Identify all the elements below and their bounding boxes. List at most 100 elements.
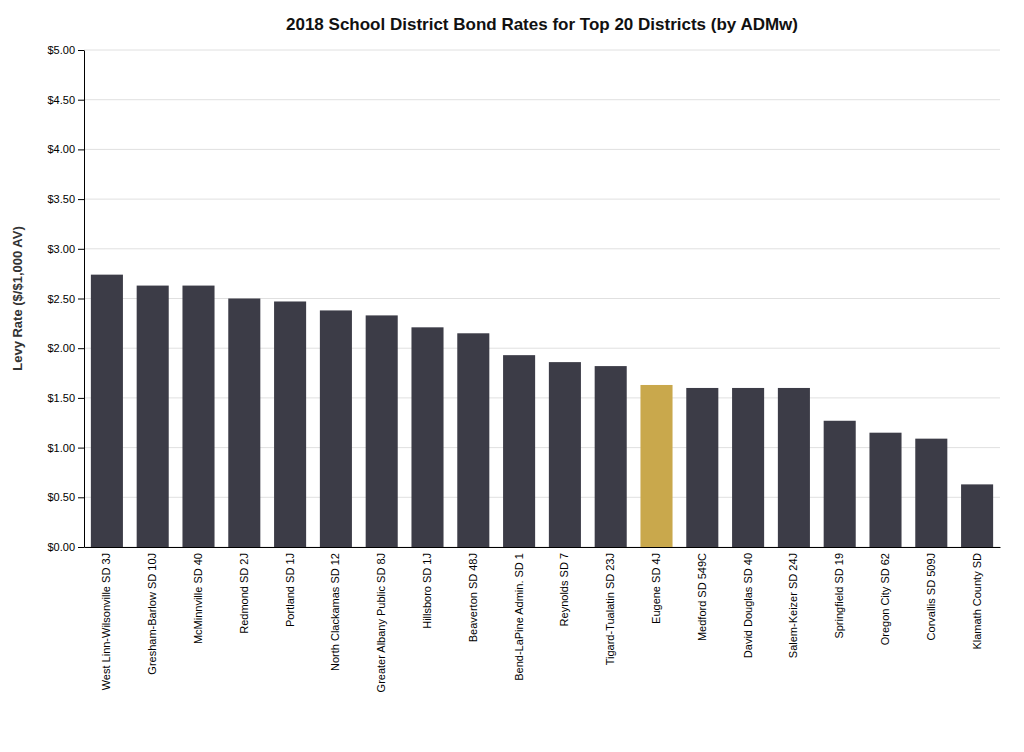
bar <box>274 301 306 547</box>
tick: Tigard-Tualatin SD 23J <box>604 553 616 665</box>
tick-mark <box>78 299 84 300</box>
tick: Salem-Keizer SD 24J <box>787 553 799 658</box>
bar <box>503 355 535 547</box>
bar <box>824 421 856 547</box>
axis-title: Levy Rate ($/$1,000 AV) <box>10 226 25 371</box>
tick-label: $1.50 <box>47 392 75 404</box>
tick-label: $4.00 <box>47 143 75 155</box>
grid-line <box>84 199 1000 200</box>
tick-mark <box>78 50 84 51</box>
tick-label: $3.50 <box>47 193 75 205</box>
tick-label: $2.00 <box>47 342 75 354</box>
grid-line <box>84 99 1000 100</box>
tick-label: $3.00 <box>47 243 75 255</box>
tick: McMinnville SD 40 <box>192 553 204 644</box>
tick-mark <box>78 448 84 449</box>
tick-label: $2.50 <box>47 293 75 305</box>
tick: North Clackamas SD 12 <box>329 553 341 671</box>
tick-label: Redmond SD 2J <box>238 553 250 634</box>
grid-line <box>84 447 1000 448</box>
bar <box>137 286 169 547</box>
tick: Hillsboro SD 1J <box>421 553 433 629</box>
bar <box>869 433 901 547</box>
axis-line <box>84 51 85 548</box>
tick-label: Medford SD 549C <box>696 553 708 641</box>
x-axis: West Linn-Wilsonville SD 3JGresham-Barlo… <box>85 548 1001 693</box>
tick-label: $0.50 <box>47 491 75 503</box>
tick-label: Salem-Keizer SD 24J <box>787 553 799 658</box>
tick: Klamath County SD <box>971 553 983 650</box>
bar <box>549 362 581 547</box>
grid-line <box>84 298 1000 299</box>
tick-label: $1.00 <box>47 442 75 454</box>
tick-mark <box>78 249 84 250</box>
axis-line <box>85 547 1001 548</box>
y-axis: $0.00 $0.50 $1.00 $1.50 $2.00 $2.50 $3.00 $3.50… <box>47 44 84 553</box>
bar <box>595 366 627 547</box>
tick: $3.50 <box>47 193 84 205</box>
grid-line <box>84 497 1000 498</box>
tick-label: North Clackamas SD 12 <box>329 553 341 671</box>
tick-label: McMinnville SD 40 <box>192 553 204 644</box>
bar <box>961 484 993 547</box>
grid-line <box>84 248 1000 249</box>
tick: Portland SD 1J <box>284 553 296 627</box>
tick: $1.50 <box>47 392 84 404</box>
grid-line <box>84 547 1000 548</box>
bar <box>91 275 123 547</box>
bar <box>457 333 489 547</box>
tick: Corvallis SD 509J <box>925 553 937 640</box>
tick-label: Eugene SD 4J <box>650 553 662 624</box>
tick-label: Greater Albany Public SD 8J <box>375 553 387 692</box>
tick: $1.00 <box>47 442 84 454</box>
tick-label: Bend-LaPine Admin. SD 1 <box>513 553 525 681</box>
tick: $4.50 <box>47 94 84 106</box>
tick-mark <box>78 497 84 498</box>
plot: $0.00 $0.50 $1.00 $1.50 $2.00 $2.50 $3.00 $3.50… <box>47 44 1000 692</box>
grid <box>84 50 1000 547</box>
tick: Beaverton SD 48J <box>467 553 479 642</box>
bar <box>182 286 214 547</box>
tick-label: David Douglas SD 40 <box>742 553 754 658</box>
tick-mark <box>78 547 84 548</box>
tick: $4.00 <box>47 143 84 155</box>
tick-mark <box>78 199 84 200</box>
tick: $3.00 <box>47 243 84 255</box>
tick-mark <box>78 398 84 399</box>
tick: Bend-LaPine Admin. SD 1 <box>513 553 525 681</box>
tick-label: $0.00 <box>47 541 75 553</box>
tick: Eugene SD 4J <box>650 553 662 624</box>
tick-label: $4.50 <box>47 94 75 106</box>
bar <box>915 439 947 547</box>
tick-label: West Linn-Wilsonville SD 3J <box>100 553 112 690</box>
tick-label: Corvallis SD 509J <box>925 553 937 640</box>
tick: David Douglas SD 40 <box>742 553 754 658</box>
tick-label: Tigard-Tualatin SD 23J <box>604 553 616 665</box>
bars <box>91 275 993 547</box>
bar <box>778 388 810 547</box>
grid-line <box>84 50 1000 51</box>
tick: Reynolds SD 7 <box>558 553 570 626</box>
tick: $0.50 <box>47 491 84 503</box>
tick: Redmond SD 2J <box>238 553 250 634</box>
tick-label: Reynolds SD 7 <box>558 553 570 626</box>
bar <box>686 388 718 547</box>
bar <box>366 315 398 547</box>
bar <box>320 310 352 547</box>
tick-label: Oregon City SD 62 <box>879 553 891 645</box>
tick-label: Beaverton SD 48J <box>467 553 479 642</box>
tick-label: Klamath County SD <box>971 553 983 650</box>
tick: $2.50 <box>47 293 84 305</box>
tick: $0.00 <box>47 541 84 553</box>
grid-line <box>84 348 1000 349</box>
tick: Greater Albany Public SD 8J <box>375 553 387 692</box>
grid-line <box>84 149 1000 150</box>
tick-label: Hillsboro SD 1J <box>421 553 433 629</box>
grid-line <box>84 397 1000 398</box>
tick: $5.00 <box>47 44 84 56</box>
tick: Springfield SD 19 <box>833 553 845 639</box>
tick: Oregon City SD 62 <box>879 553 891 645</box>
title: 2018 School District Bond Rates for Top … <box>286 15 798 34</box>
tick-mark <box>78 100 84 101</box>
tick-label: $5.00 <box>47 44 75 56</box>
